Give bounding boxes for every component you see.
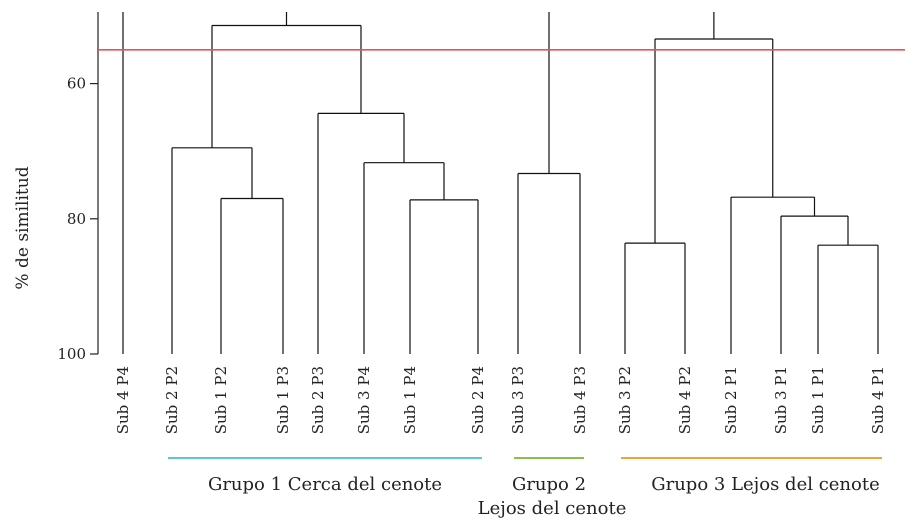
y-axis-title: % de similitud xyxy=(13,166,33,289)
leaf-label-sub-1-p2: Sub 1 P2 xyxy=(212,366,230,434)
group-3-label: Grupo 3 Lejos del cenote xyxy=(651,474,880,495)
leaf-label-sub-2-p1: Sub 2 P1 xyxy=(722,366,740,434)
leaf-label-sub-4-p4: Sub 4 P4 xyxy=(114,366,132,434)
dendrogram-tree xyxy=(122,12,879,354)
leaf-label-sub-3-p4: Sub 3 P4 xyxy=(355,366,373,434)
leaf-label-sub-1-p3: Sub 1 P3 xyxy=(274,366,292,434)
leaf-label-sub-1-p4: Sub 1 P4 xyxy=(401,366,419,434)
y-axis: 60 80 100 xyxy=(57,12,99,363)
group-2-label: Grupo 2 xyxy=(512,474,586,495)
leaf-label-sub-2-p3: Sub 2 P3 xyxy=(309,366,327,434)
leaf-label-sub-4-p2: Sub 4 P2 xyxy=(676,366,694,434)
leaf-label-sub-3-p2: Sub 3 P2 xyxy=(616,366,634,434)
leaf-label-sub-4-p3: Sub 4 P3 xyxy=(571,366,589,434)
y-tick-label-80: 80 xyxy=(67,210,86,228)
leaf-label-sub-4-p1: Sub 4 P1 xyxy=(869,366,887,434)
leaf-label-sub-2-p4: Sub 2 P4 xyxy=(469,366,487,434)
group-1-label: Grupo 1 Cerca del cenote xyxy=(208,474,442,495)
y-tick-label-60: 60 xyxy=(67,75,86,93)
leaf-label-sub-1-p1: Sub 1 P1 xyxy=(809,366,827,434)
group-2-sublabel: Lejos del cenote xyxy=(478,498,627,519)
leaf-label-sub-3-p3: Sub 3 P3 xyxy=(509,366,527,434)
group-annotations: Grupo 1 Cerca del cenote Grupo 2 Grupo 3 L… xyxy=(168,457,882,495)
leaf-label-sub-2-p2: Sub 2 P2 xyxy=(163,366,181,434)
leaf-label-sub-3-p1: Sub 3 P1 xyxy=(772,366,790,434)
y-tick-label-100: 100 xyxy=(57,345,86,363)
leaf-labels: Sub 4 P4 Sub 2 P2 Sub 1 P2 Sub 1 P3 Sub 2 P3… xyxy=(114,366,887,434)
